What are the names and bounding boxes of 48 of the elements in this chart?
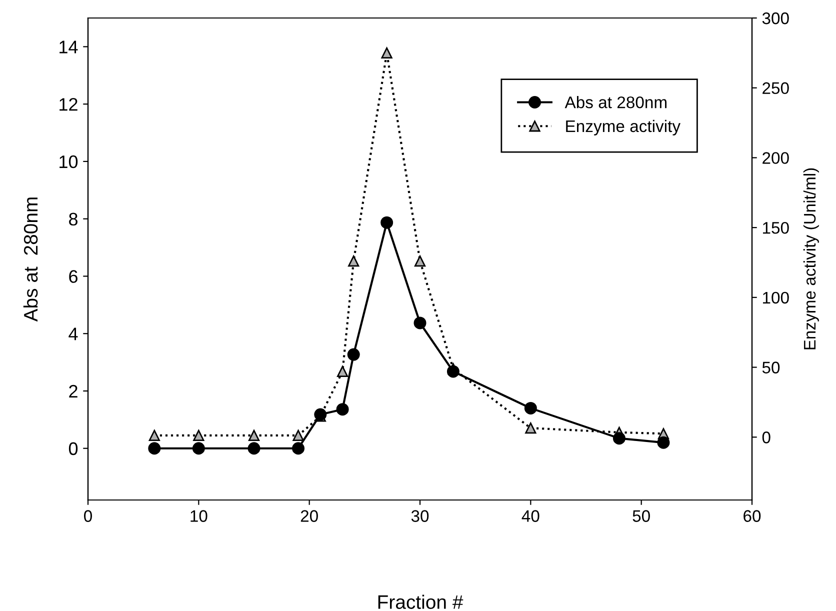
- y-tick-label: 14: [60, 40, 78, 54]
- x-tick-label: 50: [632, 510, 650, 522]
- x-axis-title: Fraction #: [378, 594, 464, 609]
- point: [347, 348, 360, 361]
- y-tick-label: 0: [68, 442, 78, 456]
- y2-axis-title: Enzyme activity (Unit/ml): [803, 168, 819, 350]
- y2-tick-label: 100: [762, 292, 789, 304]
- point: [381, 47, 392, 58]
- point: [192, 442, 205, 455]
- point: [292, 430, 304, 442]
- y-tick-label: 10: [60, 155, 78, 168]
- y2-tick-label: 0: [762, 432, 770, 444]
- x-tick-label: 30: [411, 510, 429, 522]
- point: [193, 430, 204, 442]
- legend-label: Enzyme activity: [566, 120, 680, 136]
- y-tick-label: 2: [69, 384, 78, 398]
- point: [148, 442, 161, 455]
- point: [524, 402, 537, 414]
- point: [612, 432, 626, 445]
- x-tick-label: 0: [84, 510, 92, 522]
- y-tick-label: 8: [69, 212, 78, 226]
- point: [657, 436, 670, 449]
- x-tick-label: 20: [300, 510, 318, 522]
- point: [446, 365, 460, 378]
- point: [336, 403, 349, 416]
- x-tick-label: 60: [744, 510, 761, 522]
- y2-tick-label: 150: [762, 222, 789, 234]
- point: [525, 422, 536, 434]
- y-axis-title: Abs at 280nm: [23, 198, 38, 322]
- x-tick-label: 40: [522, 510, 540, 522]
- point: [148, 430, 160, 442]
- point: [414, 316, 426, 330]
- point: [336, 366, 348, 378]
- point: [248, 442, 260, 455]
- y-tick-label: 12: [60, 98, 78, 111]
- y2-tick-label: 200: [762, 152, 789, 164]
- point: [380, 216, 394, 229]
- y-tick-label: 6: [69, 270, 78, 283]
- point: [414, 256, 426, 267]
- point: [248, 430, 260, 442]
- point: [348, 256, 360, 267]
- y2-tick-label: 300: [762, 12, 789, 24]
- y-tick-label: 4: [68, 328, 78, 340]
- y2-tick-label: 50: [762, 362, 780, 374]
- legend-label: Abs at 280nm: [564, 96, 666, 108]
- x-tick-label: 10: [190, 510, 208, 522]
- y2-tick-label: 250: [762, 82, 789, 94]
- point: [292, 442, 305, 455]
